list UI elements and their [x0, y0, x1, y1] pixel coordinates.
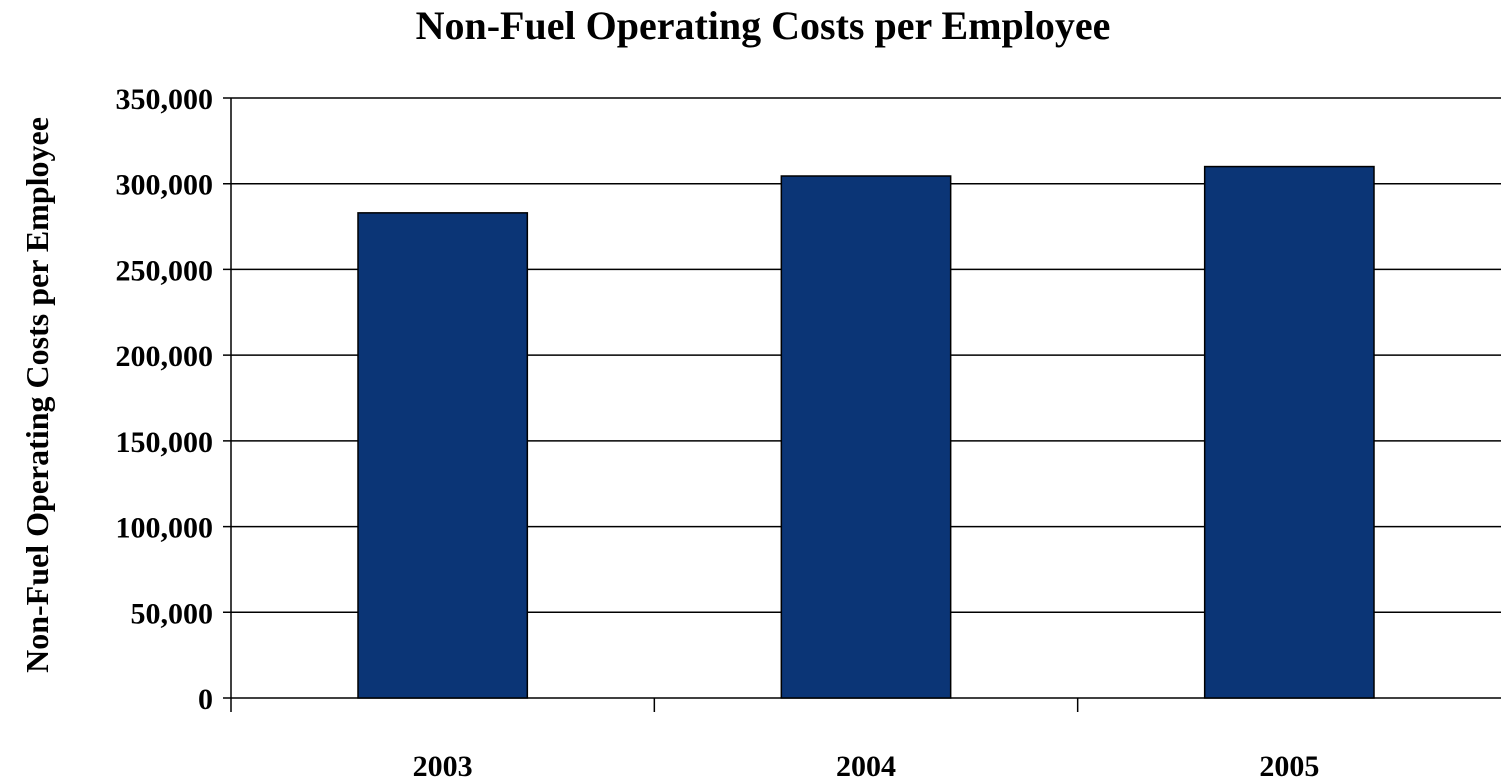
y-tick-label: 250,000 — [116, 254, 214, 287]
bar-2005 — [1203, 165, 1375, 699]
bars — [357, 165, 1375, 699]
y-tick-labels: 0 50,000 100,000 150,000 200,000 250,000 300,0… — [116, 83, 214, 716]
x-tick-label: 2003 — [413, 750, 473, 779]
y-tick-label: 150,000 — [116, 426, 214, 459]
bar-2004 — [780, 175, 952, 699]
x-tick-label: 2004 — [836, 750, 896, 779]
y-tick-label: 50,000 — [131, 597, 214, 630]
y-tick-label: 350,000 — [116, 83, 214, 116]
y-tick-label: 300,000 — [116, 169, 214, 202]
y-tick-label: 200,000 — [116, 340, 214, 373]
bar-2003 — [357, 212, 529, 699]
y-tick-label: 0 — [198, 683, 213, 716]
axes — [230, 98, 1079, 712]
y-tick-label: 100,000 — [116, 512, 214, 545]
y-axis-title: Non-Fuel Operating Costs per Employee — [19, 117, 55, 673]
x-tick-labels: 2003 2004 2005 — [413, 750, 1320, 779]
x-tick-label: 2005 — [1259, 750, 1319, 779]
chart-title: Non-Fuel Operating Costs per Employee — [415, 3, 1111, 48]
